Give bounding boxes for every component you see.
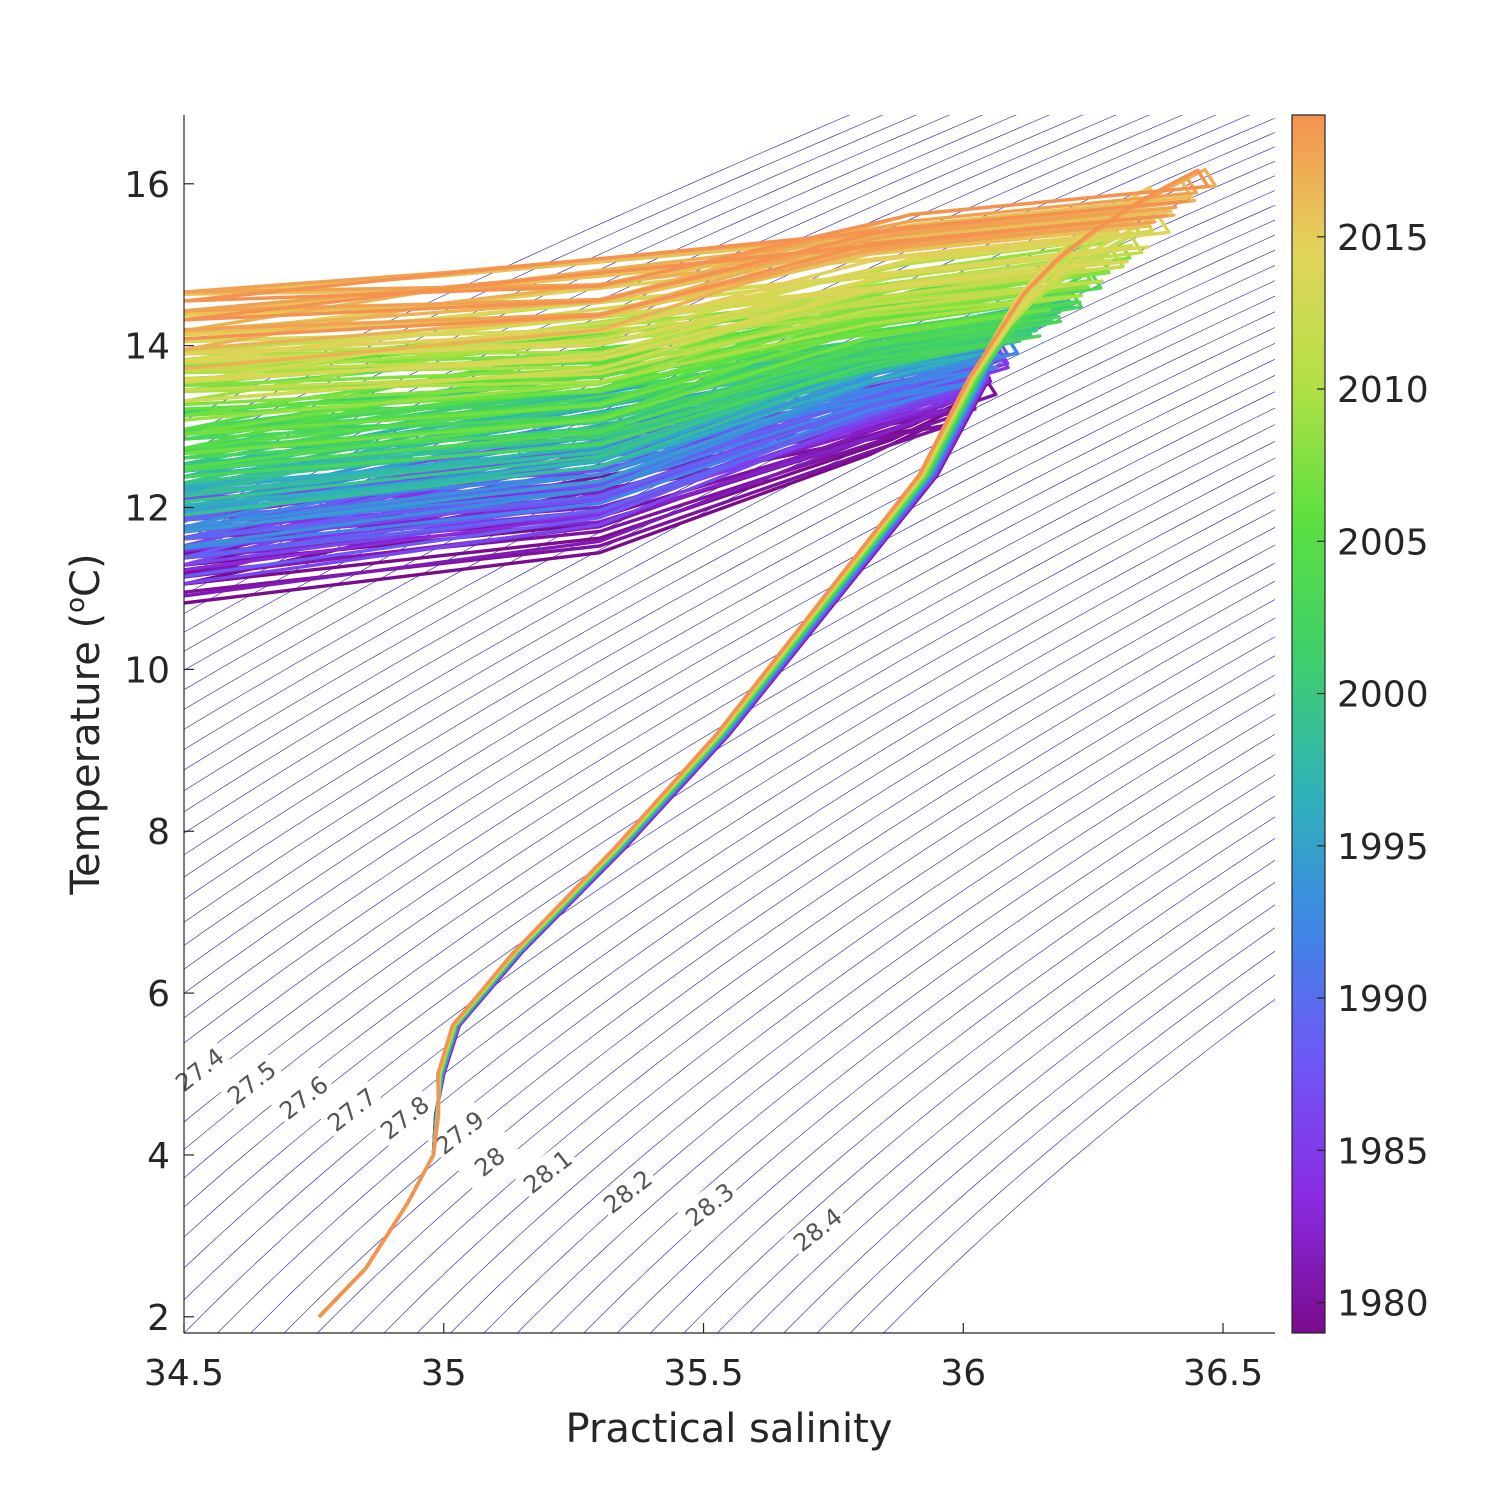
x-tick-label: 34.5 <box>144 1353 224 1394</box>
isopycnal-line <box>184 527 1275 1269</box>
isopycnal-line <box>184 115 851 421</box>
y-axis-label: Temperature (oC) <box>61 553 109 895</box>
isopycnal-line <box>650 838 1275 1333</box>
y-tick-label: 6 <box>147 974 170 1015</box>
isopycnal-line <box>184 441 1275 1123</box>
isopycnal-line <box>849 974 1275 1333</box>
isopycnal-line <box>616 816 1275 1333</box>
isopycnal-line <box>516 754 1275 1333</box>
isopycnal-line <box>184 115 1050 524</box>
isopycnal-line <box>184 327 1275 946</box>
isopycnal-line <box>184 249 1275 834</box>
isopycnal-line <box>184 342 1275 970</box>
isopycnal-line <box>184 115 984 489</box>
x-axis-label: Practical salinity <box>566 1406 893 1452</box>
isopycnal-line <box>184 544 1275 1301</box>
colorbar: 1980 1985 1990 1995 2000 2005 2010 2015 <box>1291 114 1429 1334</box>
isopycnal-line <box>184 265 1275 856</box>
colorbar-tick-label: 1985 <box>1337 1131 1429 1172</box>
colorbar-tick-label: 1980 <box>1337 1284 1429 1325</box>
y-tick-label: 10 <box>124 650 170 691</box>
isopycnal-line <box>184 457 1275 1151</box>
y-tick-label: 2 <box>147 1298 170 1339</box>
isopycnal-label-bg <box>270 1066 337 1128</box>
colorbar-tick-label: 1995 <box>1337 827 1429 868</box>
isopycnal-line <box>683 859 1275 1333</box>
isopycnal-line <box>550 774 1275 1333</box>
isopycnal-line <box>184 562 1275 1333</box>
colorbar-tick-label: 2000 <box>1337 675 1429 716</box>
isopycnal-line <box>816 950 1275 1333</box>
isopycnal-line <box>184 234 1275 813</box>
colorbar-tick-label: 1990 <box>1337 979 1429 1020</box>
isopycnal-line <box>716 882 1275 1333</box>
isopycnal-line <box>184 358 1275 994</box>
y-tick-label: 4 <box>147 1136 170 1177</box>
isopycnal-line <box>450 713 1275 1333</box>
x-tick-label: 35.5 <box>663 1353 743 1394</box>
isopycnal-label-bg <box>784 1198 851 1260</box>
ts-profile-2018 <box>184 168 1210 1318</box>
y-tick-label: 8 <box>147 812 170 853</box>
isopycnal-line <box>184 280 1275 878</box>
isopycnal-line <box>483 733 1275 1333</box>
isopycnal-label-bg <box>676 1173 743 1235</box>
isopycnal-line <box>184 391 1275 1044</box>
isopycnal-line <box>217 580 1275 1333</box>
isopycnal-line <box>883 998 1275 1333</box>
isopycnal-line <box>184 509 1275 1238</box>
isopycnal-line <box>184 311 1275 923</box>
colorbar-tick-label: 2010 <box>1337 370 1429 411</box>
isopycnal-line <box>184 375 1275 1019</box>
isopycnal-line <box>184 295 1275 900</box>
isopycnal-label-bg <box>218 1051 285 1113</box>
isopycnal-line <box>184 474 1275 1179</box>
isopycnal-label-bg <box>371 1086 438 1148</box>
colorbar-gradient <box>1291 114 1326 1334</box>
ts-profiles <box>184 168 1218 1318</box>
isopycnal-line <box>250 599 1275 1333</box>
isopycnal-label-bg <box>594 1160 661 1222</box>
isopycnal-line <box>416 694 1275 1333</box>
y-tick-label: 14 <box>124 327 170 368</box>
isopycnal-line <box>184 492 1275 1208</box>
isopycnal-line <box>184 407 1275 1070</box>
isopycnal-line <box>184 115 884 438</box>
isopycnal-label-bg <box>514 1140 581 1202</box>
isopycnal-line <box>184 219 1275 792</box>
x-tick-label: 36.5 <box>1183 1353 1263 1394</box>
isopycnal-label-bg <box>456 1130 523 1192</box>
isopycnal-labels: 27.427.527.627.727.827.928 28.1 28.2 28.3 28… <box>166 1038 851 1260</box>
y-tick-label: 12 <box>124 489 170 530</box>
isopycnal-line <box>783 927 1275 1333</box>
x-tick-label: 36 <box>940 1353 986 1394</box>
x-tick-label: 35 <box>421 1353 467 1394</box>
isopycnal-label-bg <box>426 1101 493 1163</box>
colorbar-tick-label: 2015 <box>1337 218 1429 259</box>
isopycnal-label-bg <box>166 1038 233 1100</box>
isopycnal-line <box>184 115 1017 506</box>
plot-axes: 34.5 35 35.5 36 36.5 2 4 6 8 10 12 14 16 <box>124 115 1275 1394</box>
isopycnal-line <box>749 904 1275 1333</box>
isopycnal-line <box>583 795 1275 1333</box>
colorbar-tick-label: 2005 <box>1337 522 1429 563</box>
isopycnal-label-bg <box>318 1078 385 1140</box>
y-tick-label: 16 <box>124 165 170 206</box>
